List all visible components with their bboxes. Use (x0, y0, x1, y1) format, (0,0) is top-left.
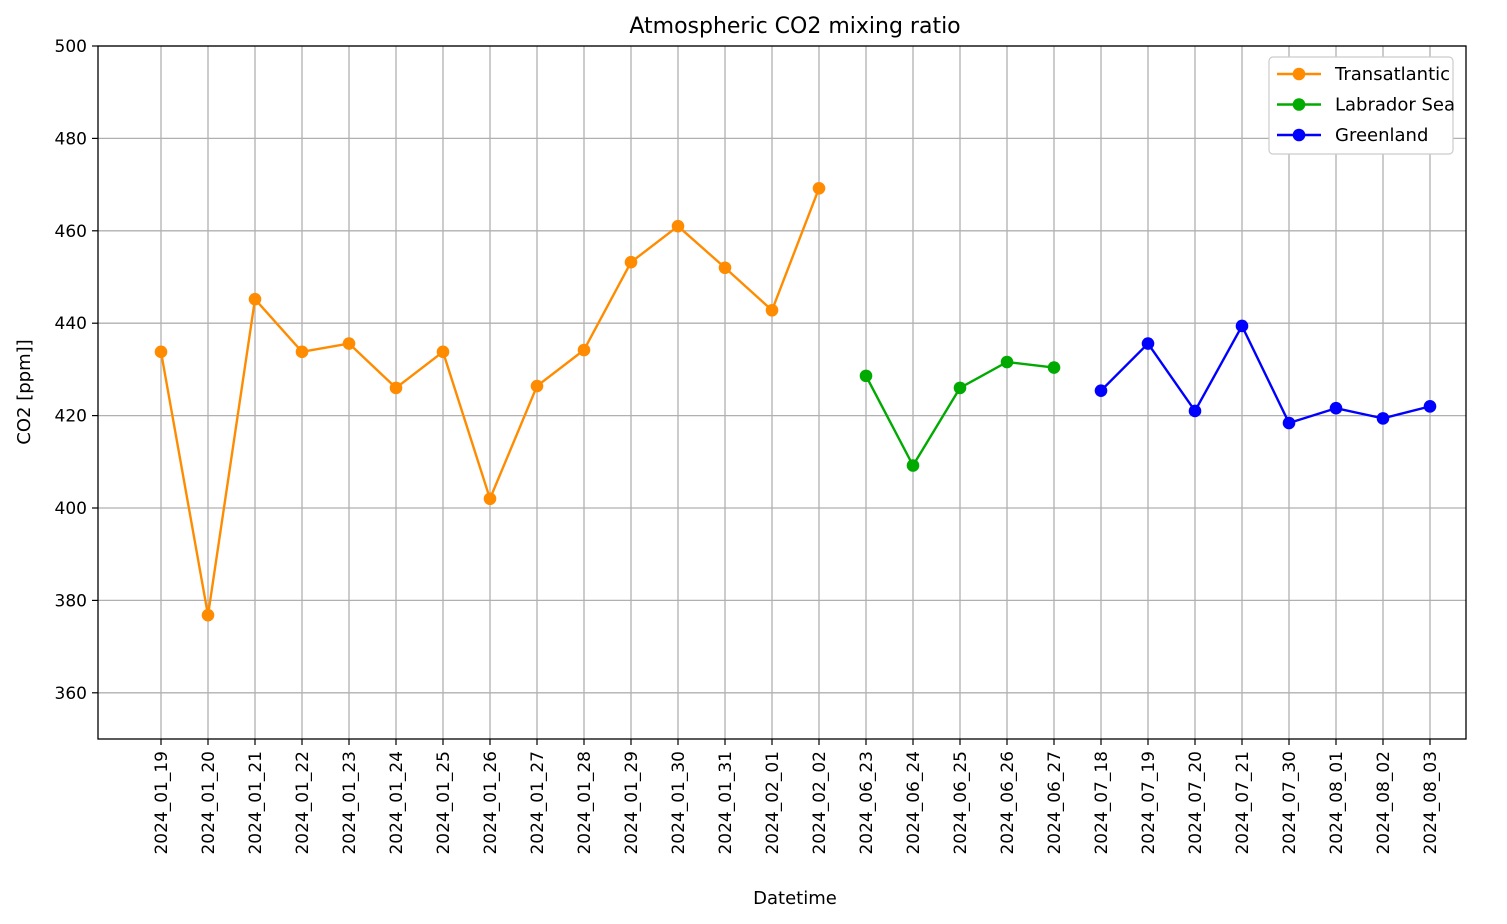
x-tick-label: 2024_01_27 (528, 751, 548, 855)
data-point-transatlantic (765, 303, 779, 317)
x-tick-label: 2024_01_31 (716, 751, 736, 855)
x-tick-label: 2024_08_03 (1421, 751, 1441, 855)
x-tick-label: 2024_01_26 (481, 751, 501, 855)
data-point-transatlantic (577, 343, 591, 357)
data-point-transatlantic (295, 345, 309, 359)
legend-swatch-marker (1292, 128, 1306, 142)
x-tick-label: 2024_01_22 (293, 751, 313, 855)
data-point-greenland (1282, 416, 1296, 430)
y-tick-label: 480 (55, 129, 87, 149)
x-tick-label: 2024_06_26 (998, 751, 1018, 855)
y-tick-label: 400 (55, 499, 87, 519)
x-tick-label: 2024_01_21 (246, 751, 266, 855)
x-tick-label: 2024_06_27 (1045, 751, 1065, 855)
data-point-labrador-sea (906, 459, 920, 472)
x-tick-label: 2024_02_01 (763, 751, 783, 855)
data-point-greenland (1235, 319, 1249, 333)
x-axis-label: Datetime (753, 888, 837, 909)
data-point-greenland (1141, 337, 1155, 350)
legend-label: Labrador Sea (1335, 95, 1455, 116)
data-point-transatlantic (624, 255, 638, 269)
legend-swatch-marker (1292, 98, 1306, 111)
data-point-transatlantic (154, 345, 168, 359)
data-point-transatlantic (389, 381, 403, 395)
y-tick-label: 460 (55, 222, 87, 242)
series-layer (154, 181, 1437, 622)
data-point-greenland (1188, 404, 1202, 418)
data-point-transatlantic (436, 345, 450, 359)
data-point-transatlantic (342, 337, 356, 350)
y-tick-label: 420 (55, 407, 87, 427)
data-point-labrador-sea (859, 369, 873, 383)
chart-title: Atmospheric CO2 mixing ratio (629, 14, 960, 39)
data-point-transatlantic (812, 181, 826, 195)
data-point-transatlantic (530, 379, 544, 393)
x-tick-label: 2024_01_29 (622, 751, 642, 855)
data-point-labrador-sea (1047, 361, 1061, 374)
legend-box (1268, 56, 1454, 155)
x-tick-label: 2024_01_23 (340, 751, 360, 855)
data-point-transatlantic (248, 292, 262, 306)
x-tick-label: 2024_07_18 (1092, 751, 1112, 855)
data-point-transatlantic (671, 219, 685, 233)
legend-label: Greenland (1335, 125, 1428, 146)
x-tick-label: 2024_01_19 (152, 751, 172, 855)
legend-item-greenland: Greenland (1277, 125, 1428, 146)
x-tick-label: 2024_02_02 (810, 751, 830, 855)
data-point-greenland (1094, 384, 1108, 397)
data-point-transatlantic (718, 261, 732, 275)
x-tick-label: 2024_07_21 (1233, 751, 1253, 855)
y-tick-label: 380 (55, 591, 87, 611)
x-tick-label: 2024_06_25 (951, 751, 971, 855)
y-tick-label: 360 (55, 684, 87, 704)
legend-item-labrador-sea: Labrador Sea (1277, 95, 1455, 116)
ticks: 2024_01_19 2024_01_20 2024_01_21 2024_01_22… (55, 37, 1441, 855)
x-tick-label: 2024_01_20 (199, 751, 219, 855)
x-tick-label: 2024_01_24 (387, 751, 407, 855)
x-tick-label: 2024_08_02 (1374, 751, 1394, 855)
data-point-transatlantic (483, 492, 497, 506)
x-tick-label: 2024_07_19 (1139, 751, 1159, 855)
x-tick-label: 2024_01_30 (669, 751, 689, 855)
y-axis-label: CO2 [ppm]] (14, 339, 35, 444)
legend: Transatlantic Labrador Sea Greenland (1268, 56, 1455, 155)
series-line-greenland (1100, 324, 1431, 425)
plot-frame (97, 45, 1467, 740)
data-point-greenland (1329, 401, 1343, 415)
x-tick-label: 2024_06_24 (904, 751, 924, 855)
data-point-greenland (1423, 400, 1437, 413)
legend-label: Transatlantic (1334, 64, 1450, 85)
x-tick-label: 2024_08_01 (1327, 751, 1347, 855)
legend-item-transatlantic: Transatlantic (1277, 64, 1450, 85)
x-tick-label: 2024_01_28 (575, 751, 595, 855)
data-point-greenland (1376, 412, 1390, 425)
grid (98, 45, 1466, 739)
x-tick-label: 2024_06_23 (857, 751, 877, 855)
legend-swatch-marker (1292, 67, 1306, 81)
data-point-labrador-sea (953, 381, 967, 395)
y-tick-label: 500 (55, 37, 87, 57)
data-point-labrador-sea (1000, 355, 1014, 369)
data-point-transatlantic (201, 608, 215, 622)
y-tick-label: 440 (55, 314, 87, 334)
x-tick-label: 2024_07_30 (1280, 751, 1300, 855)
x-tick-label: 2024_07_20 (1186, 751, 1206, 855)
x-tick-label: 2024_01_25 (434, 751, 454, 855)
